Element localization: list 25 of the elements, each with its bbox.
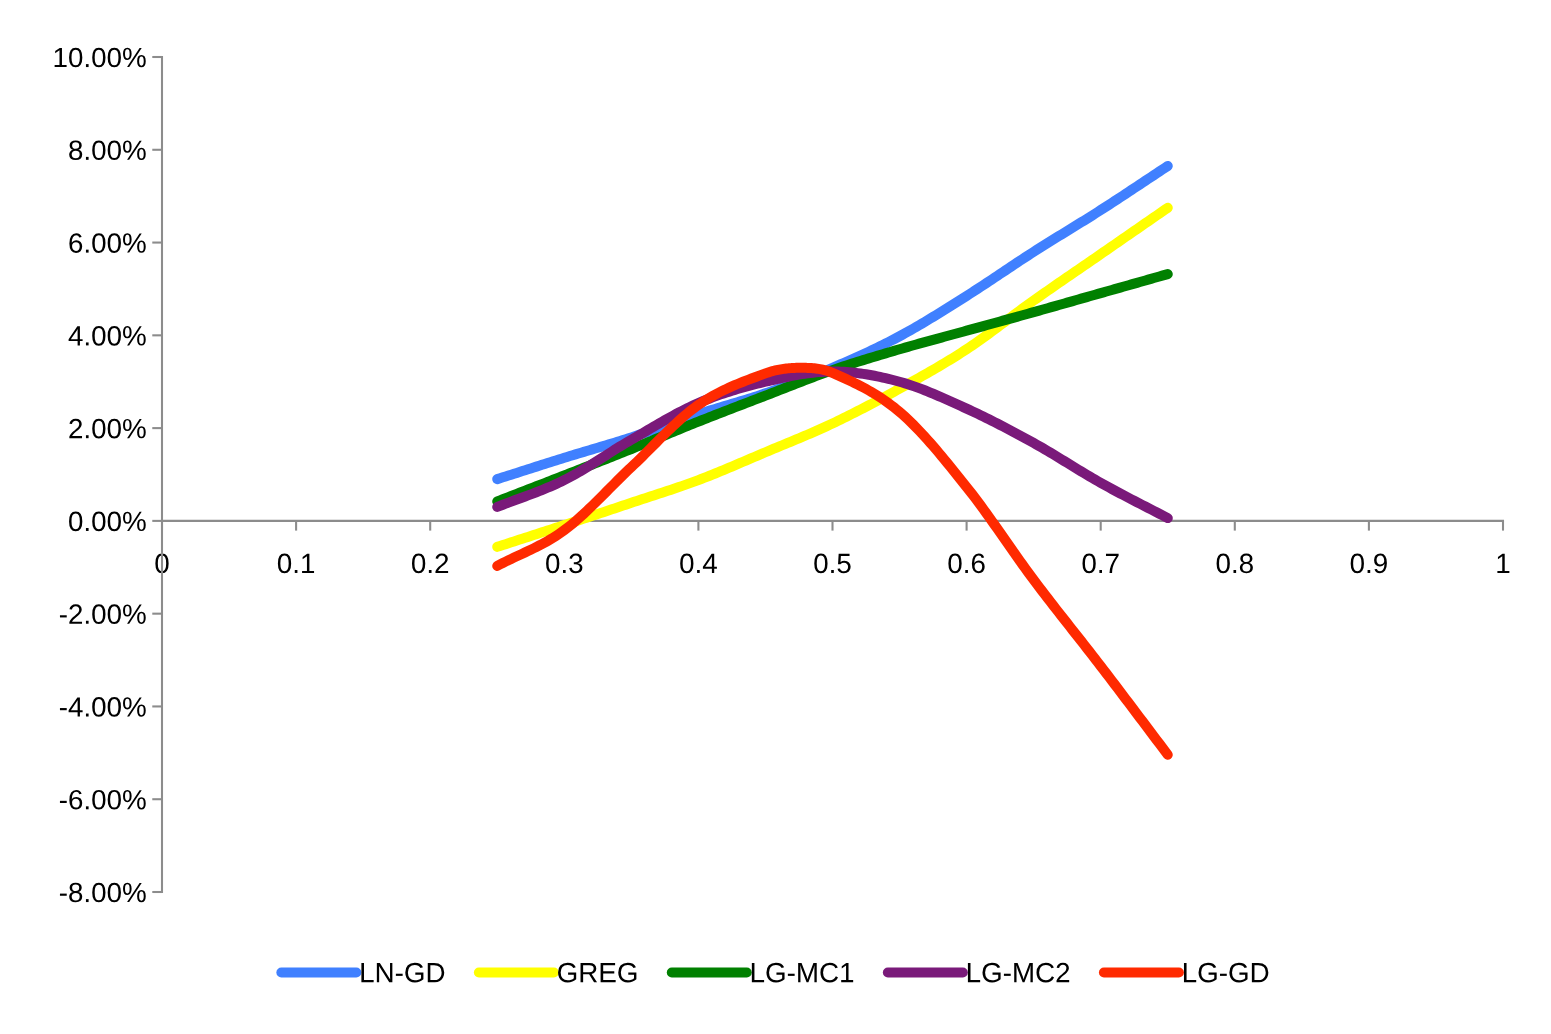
y-tick-label: 10.00%: [54, 47, 146, 68]
legend-label: GREG: [558, 962, 637, 983]
x-tick-label: 0.2: [411, 553, 449, 574]
x-tick-label: 0.4: [680, 553, 717, 574]
x-tick-label: 1: [1497, 553, 1510, 573]
x-tick-label: 0.8: [1216, 553, 1253, 574]
x-tick-label: 0.9: [1350, 553, 1387, 574]
y-tick-label: 2.00%: [69, 418, 146, 439]
y-tick-label: 6.00%: [69, 233, 146, 253]
legend-label: LG-GD: [1183, 962, 1269, 983]
x-tick-label: 0.1: [277, 553, 315, 574]
legend-label: LG-MC1: [751, 962, 854, 983]
legend-label: LG-MC2: [967, 962, 1070, 983]
x-tick-label: 0.7: [1082, 553, 1119, 574]
y-tick-label: 8.00%: [69, 140, 146, 161]
y-tick-label: 4.00%: [68, 326, 146, 346]
x-tick-label: 0.5: [814, 553, 851, 574]
x-tick-label: 0.6: [948, 553, 985, 574]
y-tick-label: -2.00%: [59, 604, 146, 625]
y-tick-label: -4.00%: [59, 697, 146, 717]
legend-label: LN-GD: [361, 962, 445, 983]
x-tick-label: 0.3: [546, 553, 583, 574]
y-tick-label: -6.00%: [59, 789, 146, 810]
y-tick-label: 0.00%: [69, 511, 146, 532]
y-tick-label: -8.00%: [59, 882, 146, 903]
